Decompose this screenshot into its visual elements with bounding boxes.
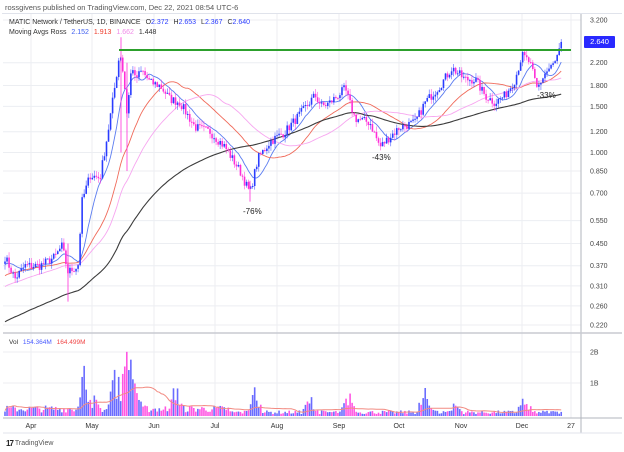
ohlc-high: H2.653: [173, 19, 197, 26]
ma2-value: 1.913: [93, 29, 112, 36]
volume-legend[interactable]: Vol 154.364M 164.499M: [9, 339, 86, 346]
svg-text:1.500: 1.500: [590, 104, 608, 111]
svg-text:0.700: 0.700: [590, 191, 608, 198]
annotation-33: -33%: [537, 91, 556, 100]
svg-text:Aug: Aug: [271, 423, 284, 430]
svg-text:1.800: 1.800: [590, 83, 608, 90]
ma1-value: 2.152: [71, 29, 89, 36]
svg-text:Nov: Nov: [455, 423, 468, 430]
svg-text:27: 27: [567, 423, 575, 430]
annotation-76: -76%: [243, 207, 262, 216]
ohlc-close: C2.640: [227, 19, 251, 26]
published-caption: rossgivens published on TradingView.com,…: [5, 3, 239, 12]
svg-text:0.220: 0.220: [590, 322, 608, 329]
svg-text:Oct: Oct: [394, 423, 405, 430]
chart-frame: [2, 13, 622, 434]
svg-text:0.310: 0.310: [590, 283, 608, 290]
symbol-title: MATIC Network / TetherUS, 1D, BINANCE: [9, 19, 141, 26]
volume-ma-value: 164.499M: [56, 339, 86, 346]
ma-legend[interactable]: Moving Avgs Ross 2.152 1.913 1.662 1.448: [9, 29, 157, 36]
svg-text:0.370: 0.370: [590, 263, 608, 270]
svg-text:2B: 2B: [590, 350, 599, 357]
tradingview-brand[interactable]: 17 TradingView: [6, 439, 54, 448]
annotation-43: -43%: [372, 153, 391, 162]
svg-text:Dec: Dec: [516, 423, 529, 430]
svg-text:Jun: Jun: [148, 423, 159, 430]
svg-text:0.550: 0.550: [590, 218, 608, 225]
svg-text:2.200: 2.200: [590, 60, 608, 67]
svg-text:0.850: 0.850: [590, 169, 608, 176]
svg-text:Jul: Jul: [211, 423, 220, 430]
volume-value: 154.364M: [22, 339, 52, 346]
ma3-value: 1.662: [116, 29, 134, 36]
svg-text:Apr: Apr: [26, 423, 38, 430]
ohlc-open: O2.372: [145, 19, 169, 26]
svg-text:1B: 1B: [590, 381, 599, 388]
tradingview-logo-icon: 17: [6, 439, 14, 448]
symbol-legend: MATIC Network / TetherUS, 1D, BINANCE O2…: [9, 19, 253, 26]
svg-text:May: May: [85, 423, 99, 430]
svg-text:Sep: Sep: [333, 423, 346, 430]
svg-text:0.450: 0.450: [590, 241, 608, 248]
svg-text:3.200: 3.200: [590, 18, 608, 25]
ohlc-low: L2.367: [201, 19, 223, 26]
svg-text:0.260: 0.260: [590, 303, 608, 310]
ma4-value: 1.448: [138, 29, 157, 36]
svg-text:1.200: 1.200: [590, 129, 608, 136]
svg-text:1.000: 1.000: [590, 150, 608, 157]
last-price-badge: 2.640: [584, 36, 615, 48]
